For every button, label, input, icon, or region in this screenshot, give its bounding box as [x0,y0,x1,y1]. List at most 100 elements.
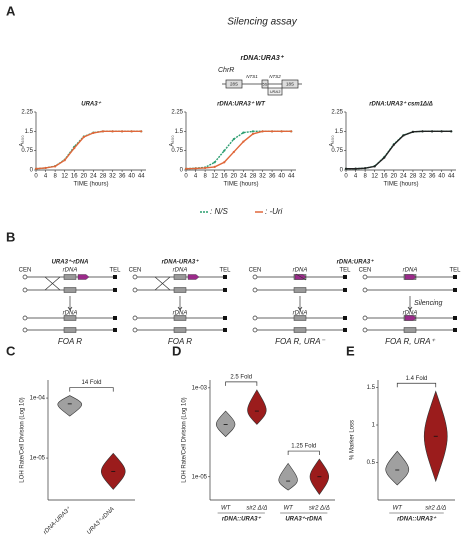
point [34,167,38,170]
crossover [44,276,61,291]
bracket-label: 2.5 Fold [230,374,252,380]
point [383,156,386,159]
rdna-label: rDNA [173,268,188,274]
point [44,166,47,170]
x-tick-label: 36 [269,174,276,180]
tel-label: TEL [449,268,461,274]
point [223,161,226,164]
rdna-block [173,274,187,280]
x-tick-label: 24 [240,174,247,180]
bracket [287,450,320,456]
x-tick-label: URA3⁺-rDNA [85,506,115,536]
telomere [113,275,117,279]
y-tick-label: 1e-03 [192,385,208,391]
point [411,130,415,133]
bracket-label: 1.4 Fold [406,376,428,382]
part-label: 5S [263,82,268,87]
x-tick-label: rDNA-URA3⁺ [42,505,73,536]
y-tick-label: 2.25 [331,110,343,116]
y-tick-label: 1.5 [335,129,344,135]
part-label: NTS1 [246,74,258,79]
telomere [223,316,227,320]
rdna-label: rDNA [63,311,78,317]
construct-diagram [222,79,302,96]
x-tick-label: sir2 Δ/Δ [309,506,330,512]
telomere [343,288,347,292]
legend-label: : -Uri [265,207,283,216]
y-axis-label: % Marker Loss [350,420,356,460]
x-tick-label: 20 [230,174,237,180]
point [120,130,124,133]
y-tick-label: 0.75 [331,148,343,154]
x-tick-label: 32 [419,174,426,180]
point [251,130,255,133]
x-tick-label: WT [221,506,232,512]
y-tick-label: 1 [372,423,376,429]
telomere [113,288,117,292]
y-tick-label: 1e-04 [30,396,46,402]
crossover [154,276,171,291]
rdna-label: rDNA [293,311,308,317]
x-tick-label: 44 [448,174,455,180]
y-tick-label: 1e-05 [30,456,46,462]
y-tick-label: 1e-05 [192,474,208,480]
y-tick-label: 1.5 [25,129,34,135]
line-series [185,130,292,170]
point [130,130,133,133]
cen-label: CEN [19,268,32,274]
x-tick-label: 12 [61,174,68,180]
arrow [407,296,413,311]
y-axis-label: A₆₀₀ [330,135,336,147]
point [261,130,264,133]
point [101,130,105,133]
x-tick-label: sir2 Δ/Δ [425,506,446,512]
rdna-label: rDNA [293,268,308,274]
x-tick-label: 28 [410,174,417,180]
centromere [132,327,138,333]
point [450,130,453,133]
part-label: URA3 [270,89,281,94]
x-tick-label: sir2 Δ/Δ [246,506,267,512]
centromere [362,287,368,293]
arrow [177,296,183,311]
point [184,167,188,170]
telomere [343,328,347,332]
panel-letter: E [346,343,355,358]
cen-label: CEN [129,268,142,274]
y-axis-label: LOH Rate/Cell Division (Log 10) [182,397,188,482]
x-tick-label: 32 [259,174,266,180]
telomere [453,275,457,279]
result-label: FOA R, URA⁻ [275,337,325,346]
chart-title: rDNA:URA3⁺ WT [217,101,266,108]
arrow [297,296,303,311]
rdna-label: rDNA [63,268,78,274]
point [204,166,207,170]
ura3-arrow [187,274,200,280]
point [111,130,114,133]
ura3-arrow [77,274,90,280]
x-tick-label: 40 [278,174,285,180]
centromere [252,327,258,333]
group-label: URA3⁺-rDNA [285,516,322,523]
x-tick-label: 0 [184,174,188,180]
chart-title: rDNA:URA3⁺ csm1Δ/Δ [369,101,433,108]
ura3-arrow [404,315,417,321]
centromere [22,274,28,280]
centromere [22,327,28,333]
chromosome-label: ChrR [218,67,234,74]
point [290,130,293,133]
panel-letter: A [6,3,16,18]
point [373,165,376,168]
x-tick-label: 0 [34,174,38,180]
centromere [132,274,138,280]
point [82,135,85,139]
point [251,132,255,136]
x-tick-label: 44 [138,174,145,180]
bracket-label: 14 Fold [81,380,101,386]
point [280,130,283,133]
result-label: FOA R [168,337,192,346]
point [430,130,434,133]
x-tick-label: 32 [109,174,116,180]
centromere [22,287,28,293]
